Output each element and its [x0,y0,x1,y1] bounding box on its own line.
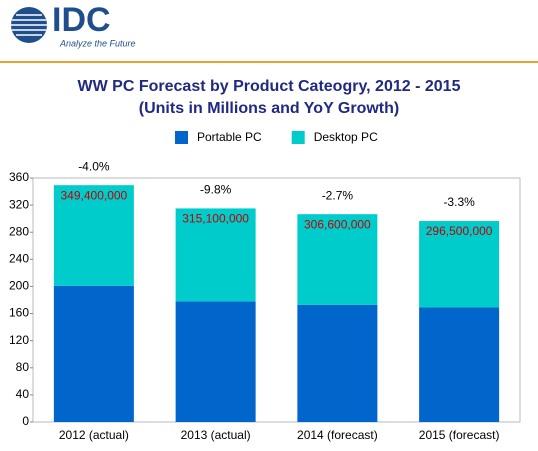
growth-label: -2.7% [322,188,354,202]
growth-label: -4.0% [78,159,110,173]
x-tick-label: 2013 (actual) [181,428,251,442]
x-tick-label: 2012 (actual) [59,428,129,442]
legend-swatch [175,131,188,144]
growth-label: -3.3% [443,195,475,209]
logo-tagline: Analyze the Future [59,38,136,48]
x-tick-label: 2015 (forecast) [419,428,500,442]
growth-label: -9.8% [200,183,232,197]
total-label: 296,500,000 [426,224,493,238]
total-label: 306,600,000 [304,217,371,231]
logo-lines [11,14,47,36]
bar-segment [297,304,378,422]
bar-segment [53,185,134,286]
bar-segment [419,221,500,308]
y-tick-label: 160 [9,306,29,320]
plot-frame [32,177,521,423]
y-tick-label: 0 [22,414,29,428]
y-tick-label: 280 [9,224,29,238]
y-tick-label: 200 [9,279,29,293]
legend-label: Portable PC [197,130,262,144]
y-tick-label: 40 [16,387,30,401]
x-tick-label: 2014 (forecast) [297,428,378,442]
y-tick-label: 240 [9,252,29,266]
y-tick-label: 320 [9,197,29,211]
bar-segment [419,307,500,422]
y-tick-label: 120 [9,333,29,347]
y-tick-label: 80 [16,360,30,374]
chart-title: WW PC Forecast by Product Cateogry, 2012… [78,78,461,95]
bar-segment [53,285,134,422]
legend-label: Desktop PC [314,130,378,144]
bar-segment [297,214,378,305]
total-label: 315,100,000 [182,212,249,226]
header-rule [0,61,538,63]
total-label: 349,400,000 [61,188,128,202]
bar-segment [175,301,256,422]
logo-text: IDC [52,1,111,39]
y-tick-label: 360 [9,170,29,184]
legend-swatch [291,131,305,144]
bar-segment [175,208,256,302]
chart-subtitle: (Units in Millions and YoY Growth) [139,100,399,117]
